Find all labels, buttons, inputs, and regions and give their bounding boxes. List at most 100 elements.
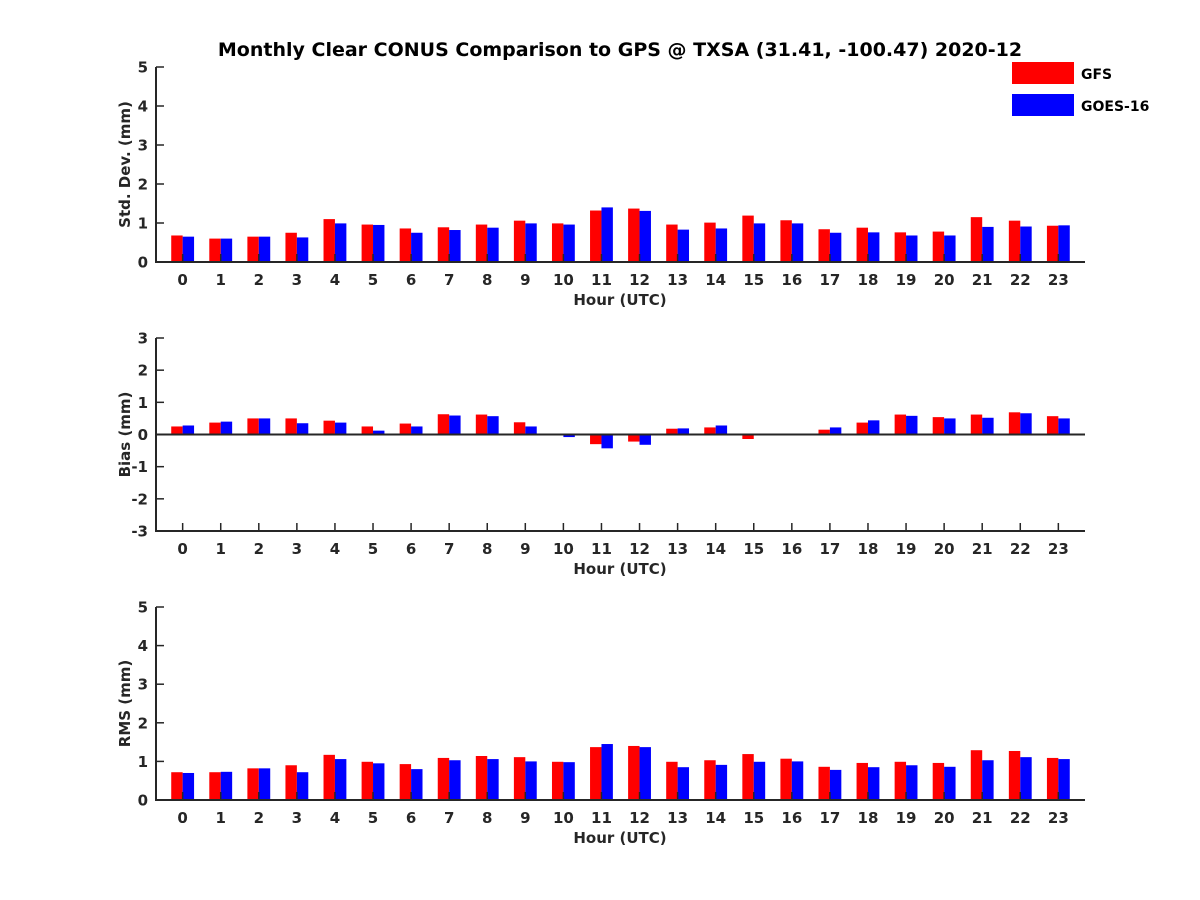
bias-x-tick-label: 3	[292, 540, 302, 558]
rms-y-tick-label: 3	[138, 676, 148, 694]
std-dev-y-tick-label: 2	[138, 176, 148, 194]
rms-goes16-bar-17	[829, 769, 842, 800]
rms-goes16-bar-9	[525, 761, 537, 800]
rms-gfs-bar-5	[361, 761, 374, 800]
bias-gfs-bar-2	[247, 418, 259, 435]
bias-goes16-bar-14	[715, 425, 728, 435]
rms-x-tick-label: 0	[177, 809, 187, 827]
bias-y-tick-label: -1	[131, 458, 148, 476]
std-dev-x-tick-label: 3	[292, 271, 302, 289]
rms-x-axis-label: Hour (UTC)	[573, 829, 666, 847]
bias-gfs-bar-0	[171, 426, 183, 435]
legend-gfs-swatch	[1012, 62, 1074, 84]
std-dev-gfs-bar-8	[475, 224, 488, 262]
std-dev-gfs-bar-3	[285, 232, 297, 262]
rms-gfs-bar-17	[818, 766, 830, 800]
bias-goes16-bar-10	[563, 434, 575, 438]
std-dev-gfs-bar-20	[932, 231, 945, 262]
rms-x-tick-label: 19	[896, 809, 917, 827]
bias-goes16-bar-12	[639, 434, 651, 445]
std-dev-x-tick-label: 16	[781, 271, 802, 289]
bias-goes16-bar-20	[944, 418, 956, 435]
rms-gfs-bar-23	[1046, 757, 1059, 800]
bias-goes16-bar-22	[1020, 413, 1032, 435]
std-dev-y-tick-label: 0	[138, 254, 148, 272]
bias-x-tick-label: 22	[1010, 540, 1031, 558]
bias-x-tick-label: 2	[254, 540, 264, 558]
rms-goes16-bar-8	[487, 759, 499, 800]
std-dev-gfs-bar-11	[590, 210, 602, 262]
std-dev-gfs-bar-16	[780, 220, 792, 262]
std-dev-gfs-bar-17	[818, 229, 830, 262]
rms-goes16-bar-12	[639, 747, 651, 800]
rms-x-tick-label: 14	[705, 809, 726, 827]
std-dev-gfs-bar-7	[437, 227, 450, 262]
std-dev-gfs-bar-15	[742, 215, 754, 262]
bias-y-axis-label: Bias (mm)	[116, 392, 134, 478]
rms-x-tick-label: 10	[553, 809, 574, 827]
bias-goes16-bar-3	[296, 423, 309, 435]
bias-x-tick-label: 4	[330, 540, 340, 558]
rms-x-tick-label: 23	[1048, 809, 1069, 827]
rms-goes16-bar-15	[753, 761, 766, 800]
rms-goes16-bar-4	[334, 759, 347, 800]
bias-x-tick-label: 11	[591, 540, 612, 558]
std-dev-gfs-bar-5	[361, 224, 374, 262]
rms-y-tick-label: 4	[138, 637, 148, 655]
rms-goes16-bar-1	[220, 771, 233, 800]
bias-x-tick-label: 21	[972, 540, 993, 558]
std-dev-y-tick-label: 3	[138, 137, 148, 155]
std-dev-x-tick-label: 20	[934, 271, 955, 289]
bias-x-tick-label: 19	[896, 540, 917, 558]
std-dev-goes16-bar-11	[601, 207, 613, 262]
bias-x-tick-label: 12	[629, 540, 650, 558]
std-dev-gfs-bar-18	[856, 227, 868, 262]
std-dev-x-tick-label: 0	[177, 271, 187, 289]
rms-gfs-bar-9	[513, 757, 526, 800]
rms-gfs-bar-20	[932, 762, 945, 800]
rms-y-tick-label: 2	[138, 714, 148, 732]
rms-goes16-bar-7	[449, 760, 461, 800]
std-dev-goes16-bar-1	[220, 238, 233, 262]
std-dev-goes16-bar-4	[334, 223, 347, 262]
chart-title: Monthly Clear CONUS Comparison to GPS @ …	[218, 39, 1022, 61]
std-dev-gfs-bar-6	[399, 228, 412, 262]
bias-goes16-bar-11	[601, 434, 613, 449]
bias-x-tick-label: 10	[553, 540, 574, 558]
bias-goes16-bar-4	[334, 422, 347, 435]
rms-x-tick-label: 3	[292, 809, 302, 827]
std-dev-goes16-bar-2	[258, 236, 271, 262]
std-dev-x-tick-label: 8	[482, 271, 492, 289]
rms-x-tick-label: 22	[1010, 809, 1031, 827]
std-dev-gfs-bar-1	[209, 238, 221, 262]
std-dev-y-tick-label: 5	[138, 59, 148, 77]
bias-x-tick-label: 1	[216, 540, 226, 558]
rms-gfs-bar-10	[551, 761, 564, 800]
std-dev-x-tick-label: 5	[368, 271, 378, 289]
bias-goes16-bar-19	[906, 415, 918, 435]
std-dev-x-tick-label: 6	[406, 271, 416, 289]
rms-y-axis-label: RMS (mm)	[116, 660, 134, 747]
std-dev-goes16-bar-17	[829, 232, 842, 262]
std-dev-gfs-bar-10	[551, 223, 564, 262]
std-dev-goes16-bar-12	[639, 210, 651, 262]
rms-x-tick-label: 5	[368, 809, 378, 827]
bias-goes16-bar-8	[487, 416, 499, 435]
std-dev-goes16-bar-8	[487, 227, 499, 262]
rms-gfs-bar-6	[399, 764, 412, 800]
bias-goes16-bar-9	[525, 426, 537, 435]
rms-y-tick-label: 1	[138, 753, 148, 771]
std-dev-x-tick-label: 1	[216, 271, 226, 289]
bias-goes16-bar-0	[182, 425, 195, 435]
bias-x-tick-label: 20	[934, 540, 955, 558]
legend-gfs-label: GFS	[1081, 67, 1112, 83]
rms-goes16-bar-10	[563, 762, 575, 800]
rms-gfs-bar-13	[666, 761, 678, 800]
rms-x-tick-label: 2	[254, 809, 264, 827]
bias-gfs-bar-15	[742, 434, 754, 439]
rms-goes16-bar-11	[601, 744, 613, 800]
bias-x-tick-label: 16	[781, 540, 802, 558]
rms-x-tick-label: 7	[444, 809, 454, 827]
rms-gfs-bar-0	[171, 772, 183, 800]
std-dev-x-tick-label: 13	[667, 271, 688, 289]
